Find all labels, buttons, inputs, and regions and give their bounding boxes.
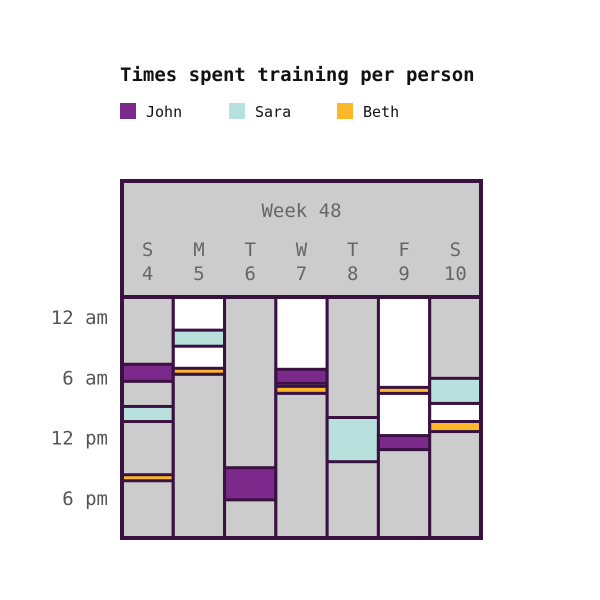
segment-gap bbox=[428, 401, 483, 424]
session-beth bbox=[120, 473, 175, 483]
day-letter: M bbox=[193, 239, 204, 261]
day-column-5 bbox=[171, 295, 227, 540]
day-date: 10 bbox=[444, 263, 467, 285]
session-sara bbox=[120, 404, 175, 424]
y-axis: 12 am 6 am 12 pm 6 pm bbox=[51, 307, 108, 510]
y-tick-label: 12 pm bbox=[51, 428, 108, 450]
day-column-8 bbox=[325, 295, 380, 540]
day-column-6 bbox=[223, 295, 278, 540]
segment-idle bbox=[376, 448, 432, 540]
legend-label-sara: Sara bbox=[255, 103, 291, 121]
session-sara bbox=[428, 376, 483, 405]
session-sara bbox=[325, 416, 380, 464]
session-beth bbox=[376, 385, 432, 395]
day-date: 9 bbox=[398, 263, 409, 285]
session-john bbox=[120, 362, 175, 383]
day-date: 7 bbox=[296, 263, 307, 285]
legend-swatch-sara bbox=[229, 103, 245, 119]
day-letter: W bbox=[296, 239, 308, 261]
session-beth bbox=[428, 420, 483, 434]
chart-title: Times spent training per person bbox=[120, 64, 475, 86]
legend-swatch-john bbox=[120, 103, 136, 119]
session-john bbox=[274, 367, 329, 385]
day-column-9 bbox=[376, 295, 432, 540]
week-label: Week 48 bbox=[261, 200, 341, 222]
day-letter: T bbox=[347, 239, 358, 261]
session-john bbox=[376, 434, 432, 452]
day-date: 5 bbox=[193, 263, 204, 285]
day-letter: S bbox=[142, 239, 153, 261]
session-john bbox=[223, 466, 278, 502]
y-tick-label: 12 am bbox=[51, 307, 108, 329]
day-letter: F bbox=[398, 239, 409, 261]
day-letter: T bbox=[244, 239, 255, 261]
legend-swatch-beth bbox=[337, 103, 353, 119]
session-sara bbox=[171, 328, 227, 348]
day-background bbox=[223, 295, 278, 540]
day-column-10 bbox=[428, 295, 483, 540]
day-column-7 bbox=[274, 295, 329, 540]
week-header bbox=[122, 181, 481, 297]
calendar-border bbox=[120, 179, 483, 540]
legend-label-john: John bbox=[146, 103, 182, 121]
y-tick-label: 6 pm bbox=[62, 488, 108, 510]
legend-label-beth: Beth bbox=[363, 103, 399, 121]
day-date: 8 bbox=[347, 263, 358, 285]
day-date: 6 bbox=[244, 263, 255, 285]
day-date: 4 bbox=[142, 263, 153, 285]
y-tick-label: 6 am bbox=[62, 367, 108, 389]
segment-idle bbox=[274, 391, 329, 540]
day-letter: S bbox=[450, 239, 461, 261]
day-column-4 bbox=[120, 295, 175, 540]
segment-idle bbox=[171, 372, 227, 540]
legend: John Sara Beth bbox=[120, 103, 399, 121]
